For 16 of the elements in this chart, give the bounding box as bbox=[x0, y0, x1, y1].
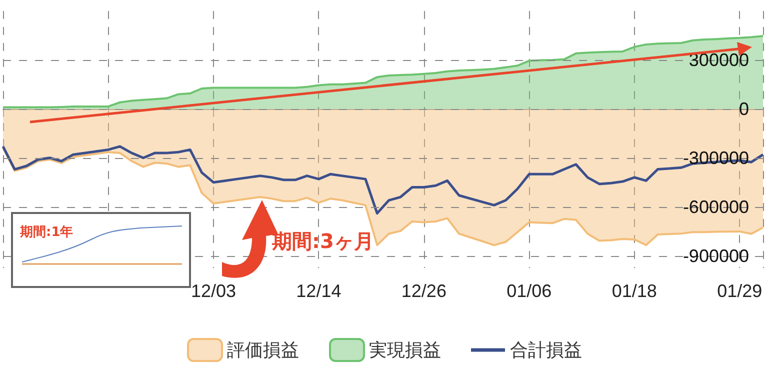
legend-label: 合計損益 bbox=[510, 340, 582, 360]
x-tick-label: 01/06 bbox=[506, 281, 552, 301]
y-tick-label: -900000 bbox=[682, 246, 749, 266]
line-series bbox=[2, 145, 764, 215]
annotation: 期間:1年 bbox=[19, 225, 74, 240]
y-tick-label: 300000 bbox=[688, 50, 749, 70]
x-tick-label: 12/26 bbox=[401, 281, 446, 301]
y-tick-label: 0 bbox=[738, 98, 749, 119]
x-tick-label: 12/03 bbox=[190, 281, 236, 301]
annotation: 期間:3ヶ月 bbox=[271, 229, 374, 253]
legend-label: 実現損益 bbox=[369, 340, 441, 360]
x-tick-label: 01/18 bbox=[612, 281, 657, 301]
x-tick-label: 01/29 bbox=[717, 281, 762, 301]
legend-label: 評価損益 bbox=[227, 340, 299, 360]
x-tick-label: 12/14 bbox=[296, 281, 342, 301]
y-tick-label: -600000 bbox=[682, 196, 749, 217]
